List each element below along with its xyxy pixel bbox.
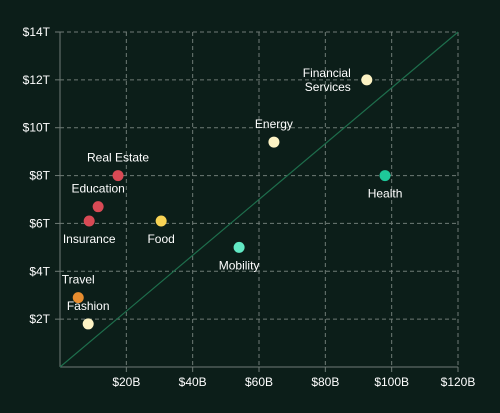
point-label: Travel [62,273,95,287]
data-point [268,136,280,148]
tick-labels: $20B $40B $60B $80B $100B $120B $2T $4T $6T $8T $1… [23,25,476,389]
x-tick-label: $60B [245,375,273,389]
grid [60,31,459,367]
axes [55,31,459,372]
data-point [155,215,167,227]
data-point [233,241,245,253]
data-points [72,74,391,330]
point-label: Financial Services [303,66,351,94]
point-label: Food [147,232,174,246]
y-tick-label: $10T [23,121,51,135]
point-label: Real Estate [87,151,149,165]
point-label: Education [71,182,124,196]
data-point [361,74,373,86]
data-point [92,201,104,213]
diagonal-reference-line [59,31,459,368]
point-labels: Financial Services Energy Health Real Estate… [62,66,403,313]
data-point [379,170,391,182]
y-tick-label: $14T [23,25,51,39]
x-tick-label: $100B [374,375,409,389]
point-label: Mobility [219,258,260,272]
point-label: Health [368,187,403,201]
x-tick-label: $40B [179,375,207,389]
data-point [82,318,94,330]
y-tick-label: $2T [29,312,50,326]
point-label: Insurance [63,232,116,246]
data-point [72,292,84,304]
data-point [112,170,124,182]
point-label: Energy [255,117,293,131]
x-tick-label: $120B [441,375,476,389]
data-point [83,215,95,227]
y-tick-label: $6T [29,216,50,230]
y-tick-label: $4T [29,264,50,278]
x-tick-label: $80B [311,375,339,389]
x-tick-label: $20B [112,375,140,389]
y-tick-label: $12T [23,73,51,87]
point-label: Fashion [67,299,110,313]
y-tick-label: $8T [29,169,50,183]
